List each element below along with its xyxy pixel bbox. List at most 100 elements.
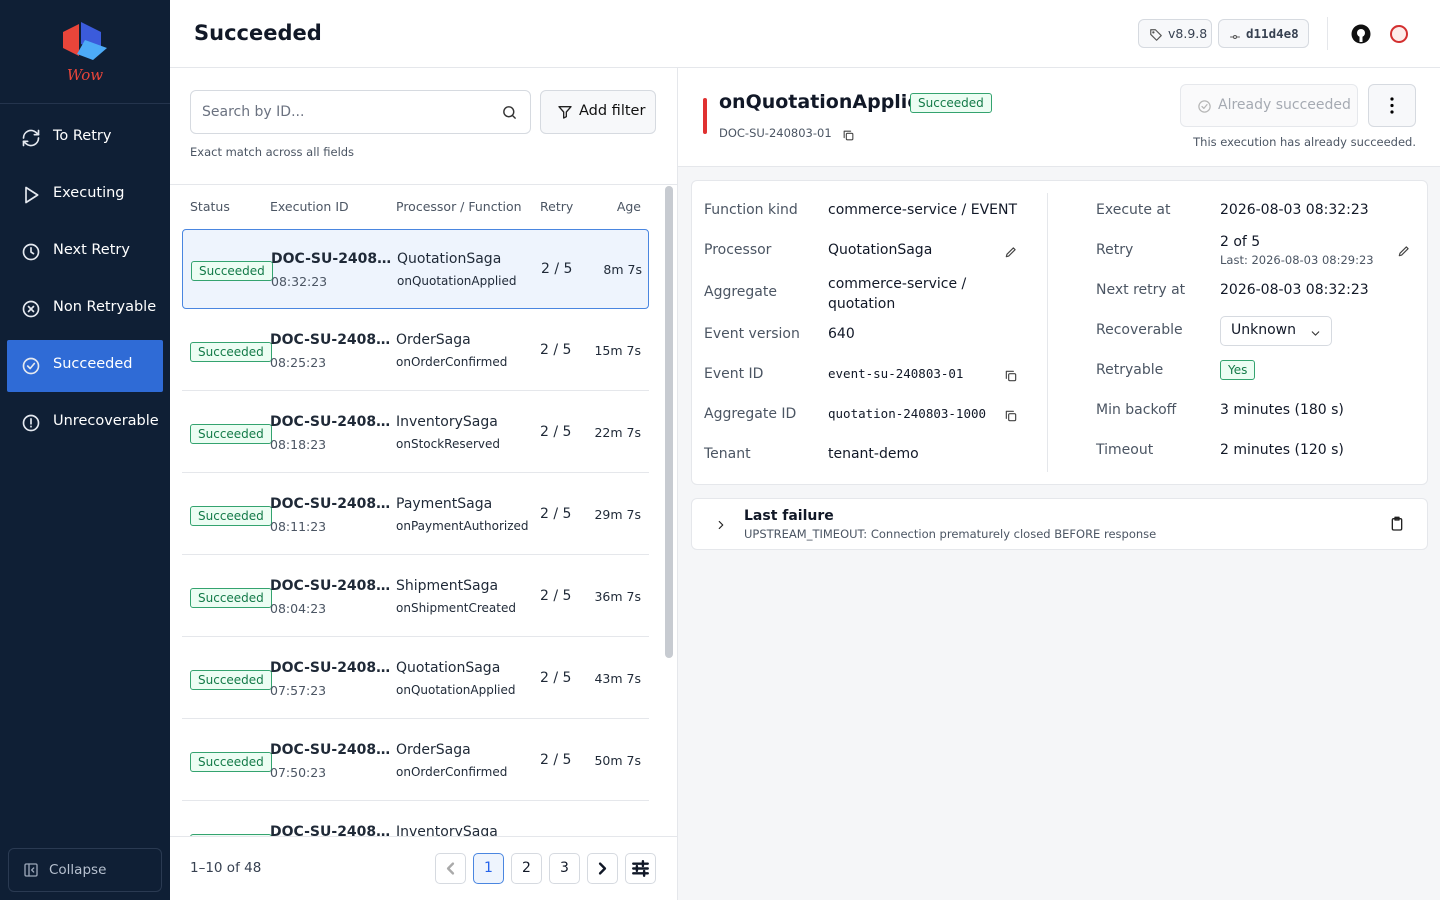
execution-time: 08:11:23 [270, 519, 327, 534]
status-badge: Succeeded [190, 342, 272, 362]
accent-bar [703, 98, 707, 134]
divider [0, 103, 170, 104]
failure-title: Last failure [744, 508, 834, 524]
filter-label: Add filter [579, 103, 646, 119]
collapse-button[interactable]: Collapse [8, 848, 162, 892]
processor: PaymentSaga [396, 496, 493, 512]
table-row[interactable]: Succeeded DOC-SU-2408… 07:57:23 QuotationSa… [182, 639, 649, 719]
field-value: QuotationSaga [828, 242, 933, 258]
execution-id: DOC-SU-2408… [270, 414, 391, 430]
execution-time: 08:32:23 [271, 274, 328, 289]
page-button[interactable]: 1 [473, 853, 504, 884]
status-badge: Succeeded [190, 588, 272, 608]
retry: 2 / 5 [540, 424, 572, 440]
github-svg [1351, 24, 1371, 44]
processor: OrderSaga [396, 742, 471, 758]
tag-icon-svg [1150, 29, 1162, 41]
column-header: Status [190, 199, 230, 214]
avatar[interactable] [1390, 25, 1408, 43]
page-button[interactable]: 2 [511, 853, 542, 884]
copy-icon-svg [843, 130, 854, 141]
status-badge: Succeeded [190, 834, 272, 836]
next-button[interactable] [587, 853, 618, 884]
nav-item[interactable]: Succeeded [7, 340, 163, 392]
more-svg [1390, 97, 1394, 114]
table-row[interactable]: Succeeded DOC-SU-2408… 08:11:23 PaymentSaga… [182, 475, 649, 555]
prev-button[interactable] [435, 853, 466, 884]
nav-icon-svg [25, 186, 39, 204]
copy-icon [1004, 408, 1018, 422]
retry: 2 / 5 [540, 588, 572, 604]
search-placeholder: Search by ID... [202, 104, 305, 120]
page-number: 2 [522, 860, 531, 876]
age: 15m 7s [594, 343, 641, 358]
nav-item[interactable]: Executing [7, 169, 163, 221]
table-row[interactable]: Succeeded DOC-SU-2408… 08:32:23 QuotationSa… [182, 229, 649, 309]
table-row[interactable]: Succeeded DOC-SU-2408… 07:50:23 OrderSaga on… [182, 721, 649, 801]
search-input[interactable]: Search by ID... [190, 90, 531, 134]
age: 8m 7s [603, 262, 642, 277]
copy-icon-svg [1005, 410, 1017, 422]
collapse-icon [23, 862, 39, 878]
status-badge: Succeeded [190, 752, 272, 772]
column-header: Age [616, 199, 641, 214]
nav-item[interactable]: Unrecoverable [7, 397, 163, 449]
retry: 2 / 5 [541, 261, 573, 277]
filter-button[interactable]: Add filter [540, 90, 656, 134]
function: onPaymentAuthorized [396, 519, 529, 533]
nav-icon-svg [22, 300, 40, 318]
commit-icon-svg [1230, 35, 1240, 39]
processor: InventorySaga [396, 824, 498, 836]
failure-card[interactable]: Last failure UPSTREAM_TIMEOUT: Connection… [691, 498, 1428, 550]
execution-id: DOC-SU-2408… [270, 332, 391, 348]
field-label: Function kind [704, 202, 798, 218]
nav-item[interactable]: Non Retryable [7, 283, 163, 335]
collapse-label: Collapse [49, 862, 107, 878]
nav-icon-svg [22, 357, 40, 375]
retryable-badge: Yes [1220, 360, 1256, 380]
page-button[interactable]: 3 [549, 853, 580, 884]
execution-time: 07:57:23 [270, 683, 327, 698]
nav-item[interactable]: Next Retry [7, 226, 163, 278]
next-svg [598, 862, 607, 875]
github-icon[interactable] [1351, 24, 1371, 44]
more-button[interactable] [1368, 84, 1416, 127]
field-value: tenant-demo [828, 446, 919, 462]
table-row[interactable]: Succeeded DOC-SU-2408… 08:04:23 ShipmentSag… [182, 557, 649, 637]
function: onOrderConfirmed [396, 765, 508, 779]
execution-id: DOC-SU-2408… [270, 742, 391, 758]
check-icon-svg [1198, 100, 1211, 113]
execution-id: DOC-SU-2408… [270, 824, 391, 836]
nav-item[interactable]: To Retry [7, 112, 163, 164]
search-icon [501, 104, 518, 121]
commit: d11d4e8 [1246, 26, 1299, 41]
page-title: Succeeded [194, 21, 322, 45]
age: 36m 7s [594, 589, 641, 604]
retry: 2 / 5 [540, 506, 572, 522]
table-row[interactable]: Succeeded DOC-SU-2408… 08:25:23 OrderSaga on… [182, 311, 649, 391]
execution-time: 08:04:23 [270, 601, 327, 616]
nav-label: Next Retry [53, 242, 130, 258]
execution-id: DOC-SU-2408… [271, 251, 392, 267]
status-badge: Succeeded [190, 424, 272, 444]
card-divider [1047, 193, 1048, 472]
field-value: 3 minutes (180 s) [1220, 402, 1344, 418]
logo [57, 18, 113, 68]
select-value: Unknown [1231, 322, 1296, 338]
list-border [170, 184, 677, 185]
nav-icon-svg [22, 414, 40, 432]
nav-label: Non Retryable [53, 299, 157, 315]
filter-icon-svg [558, 106, 572, 119]
collapse-icon-svg [24, 863, 38, 877]
table-row[interactable]: Succeeded DOC-SU-2408… 08:18:23 InventorySa… [182, 393, 649, 473]
field-value: 640 [828, 326, 855, 342]
function: onStockReserved [396, 437, 501, 451]
select[interactable]: Unknown [1220, 316, 1332, 346]
status-badge: Succeeded [191, 261, 273, 281]
nav-icon [21, 185, 41, 205]
settings-button[interactable] [625, 853, 656, 884]
field-value: 2 of 5 [1220, 234, 1261, 250]
row-list: Succeeded DOC-SU-2408… 08:32:23 QuotationSa… [170, 225, 660, 836]
